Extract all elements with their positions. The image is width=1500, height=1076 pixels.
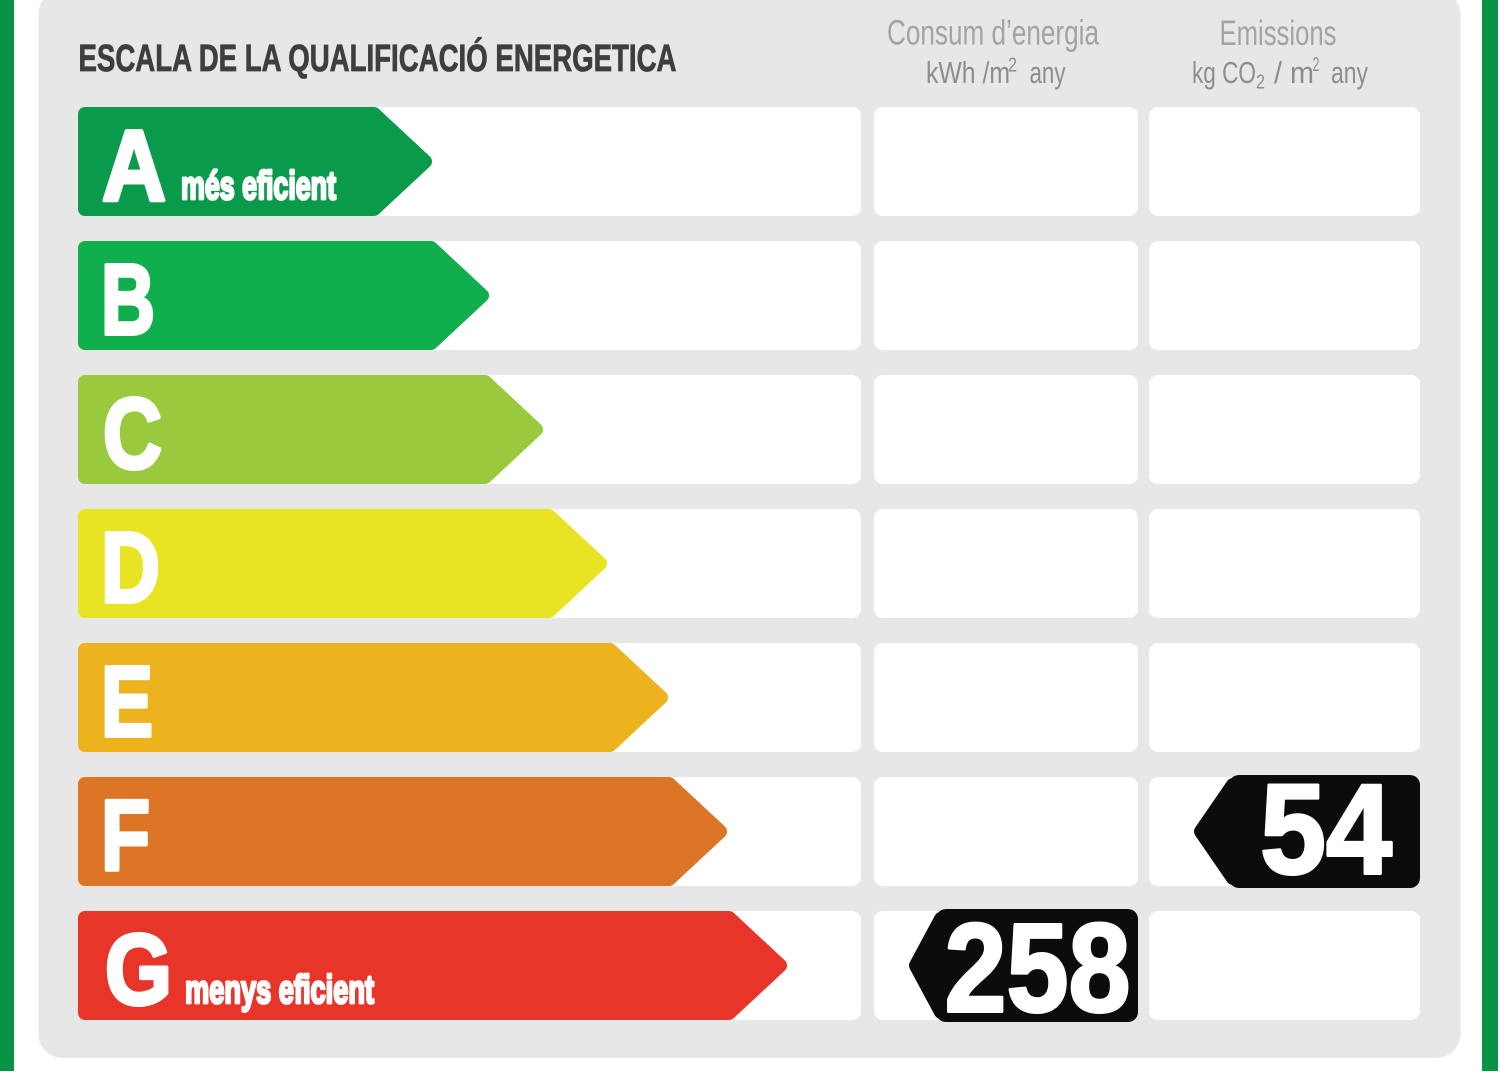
svg-text:Consum d’energia: Consum d’energia — [887, 14, 1099, 53]
svg-text:A: A — [102, 110, 166, 222]
svg-text:G: G — [105, 914, 172, 1026]
svg-text:kg CO: kg CO — [1192, 55, 1256, 90]
svg-text:kWh /m: kWh /m — [926, 55, 1010, 90]
svg-text:menys eficient: menys eficient — [185, 968, 374, 1012]
svg-text:C: C — [103, 378, 162, 490]
svg-text:54: 54 — [1260, 759, 1392, 902]
svg-text:any: any — [1030, 55, 1066, 90]
svg-text:any: any — [1331, 55, 1368, 90]
svg-text:2: 2 — [1313, 54, 1320, 76]
svg-text:B: B — [101, 244, 155, 356]
svg-text:2: 2 — [1256, 72, 1265, 94]
svg-text:2: 2 — [1008, 55, 1017, 77]
svg-text:ESCALA DE LA QUALIFICACIÓ ENER: ESCALA DE LA QUALIFICACIÓ ENERGETICA — [79, 36, 677, 80]
svg-text:D: D — [101, 512, 160, 624]
svg-text:258: 258 — [945, 898, 1131, 1039]
svg-text:E: E — [101, 646, 153, 758]
svg-text:F: F — [101, 780, 150, 892]
svg-text:més eficient: més eficient — [181, 164, 336, 208]
svg-text:Emissions: Emissions — [1220, 14, 1337, 53]
svg-text:/ m: / m — [1274, 55, 1314, 90]
